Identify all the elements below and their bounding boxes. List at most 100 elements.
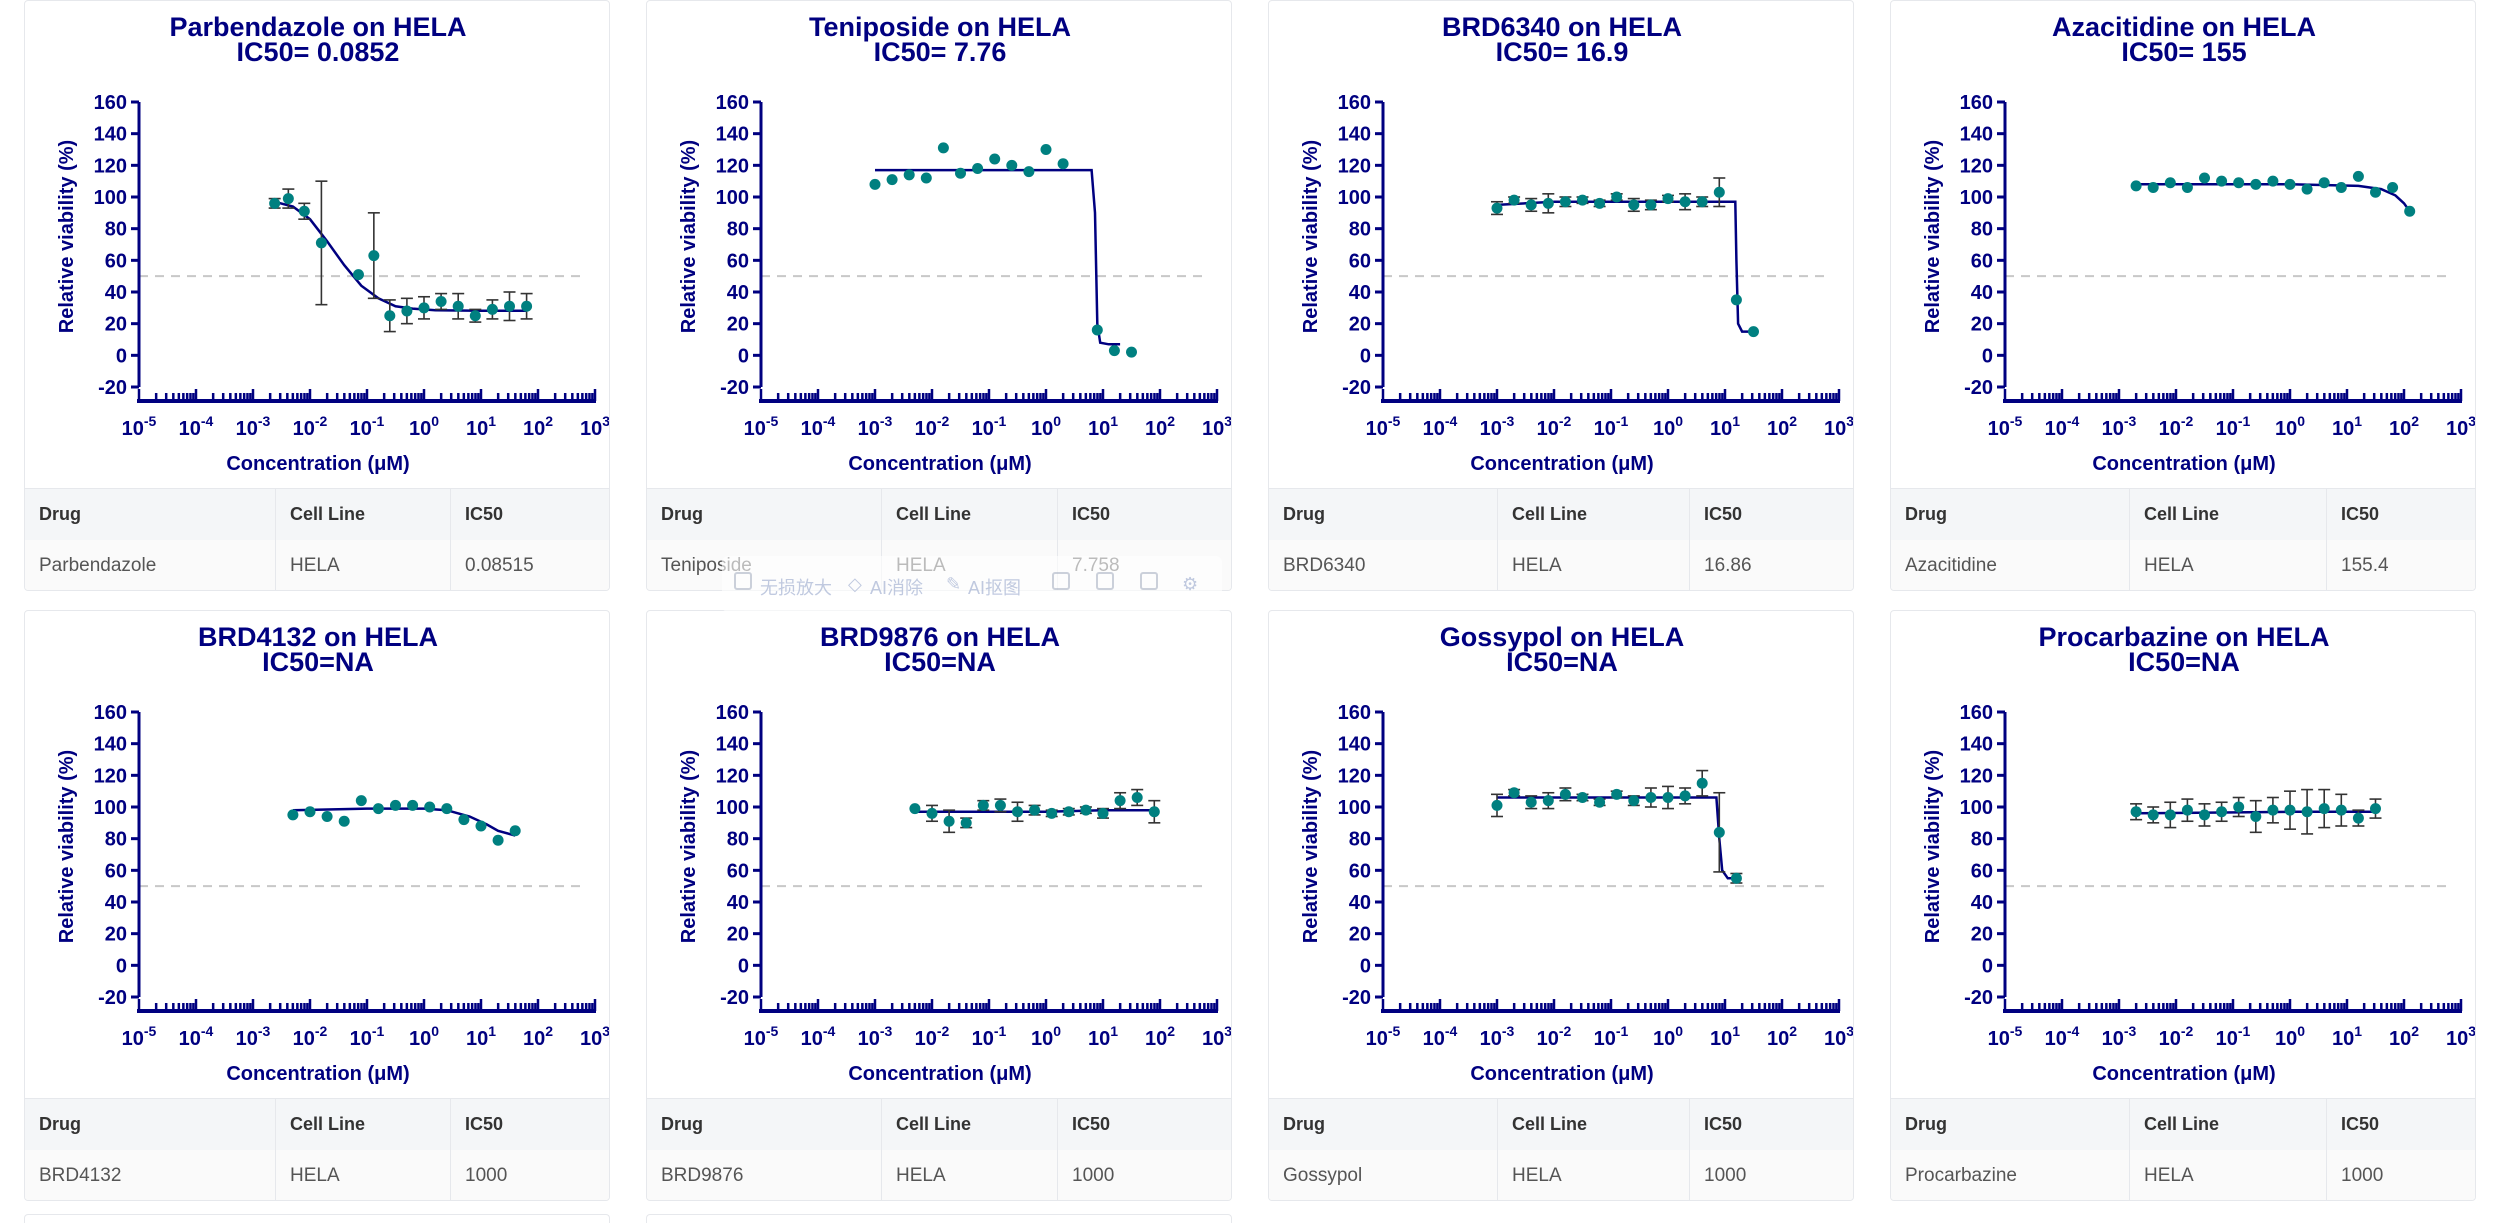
- data-point[interactable]: [1057, 158, 1069, 170]
- data-point[interactable]: [1508, 194, 1520, 206]
- data-point[interactable]: [338, 815, 350, 827]
- data-point[interactable]: [1097, 807, 1109, 819]
- data-point[interactable]: [1012, 806, 1023, 818]
- data-point[interactable]: [282, 193, 294, 205]
- image-icon[interactable]: [734, 572, 752, 590]
- data-point[interactable]: [372, 803, 384, 815]
- data-point[interactable]: [475, 820, 487, 832]
- data-point[interactable]: [2181, 804, 2193, 816]
- data-point[interactable]: [1491, 799, 1503, 811]
- data-point[interactable]: [1525, 796, 1537, 808]
- data-point[interactable]: [2352, 812, 2364, 824]
- data-point[interactable]: [1108, 345, 1120, 357]
- data-point[interactable]: [1148, 806, 1160, 818]
- download-icon[interactable]: [1140, 572, 1158, 590]
- data-point[interactable]: [1046, 807, 1058, 819]
- data-point[interactable]: [304, 806, 316, 818]
- data-point[interactable]: [937, 142, 949, 154]
- data-point[interactable]: [401, 305, 413, 317]
- data-point[interactable]: [1713, 826, 1725, 838]
- data-point[interactable]: [926, 807, 938, 819]
- data-point[interactable]: [1508, 787, 1520, 799]
- data-point[interactable]: [1542, 795, 1554, 807]
- data-point[interactable]: [2267, 804, 2279, 816]
- data-point[interactable]: [2352, 170, 2364, 182]
- data-point[interactable]: [2199, 809, 2210, 821]
- data-point[interactable]: [1080, 804, 1092, 816]
- data-point[interactable]: [352, 269, 364, 281]
- data-point[interactable]: [509, 825, 521, 837]
- data-point[interactable]: [955, 167, 966, 179]
- data-point[interactable]: [2318, 177, 2330, 189]
- data-point[interactable]: [1662, 792, 1674, 803]
- data-point[interactable]: [903, 169, 915, 181]
- data-point[interactable]: [960, 817, 972, 829]
- ai-cutout-button[interactable]: AI抠图: [968, 578, 1022, 598]
- data-point[interactable]: [2164, 809, 2176, 821]
- data-point[interactable]: [1696, 196, 1708, 208]
- data-point[interactable]: [920, 172, 932, 184]
- data-point[interactable]: [407, 799, 419, 811]
- data-point[interactable]: [994, 799, 1006, 811]
- data-point[interactable]: [469, 310, 481, 322]
- data-point[interactable]: [2164, 177, 2176, 189]
- data-point[interactable]: [368, 250, 380, 262]
- data-point[interactable]: [2233, 177, 2245, 189]
- ai-erase-button[interactable]: AI消除: [870, 578, 924, 598]
- data-point[interactable]: [2130, 180, 2142, 192]
- data-point[interactable]: [2284, 178, 2296, 190]
- data-point[interactable]: [2233, 801, 2245, 813]
- data-point[interactable]: [424, 801, 436, 813]
- data-point[interactable]: [1594, 796, 1606, 808]
- data-point[interactable]: [2335, 182, 2347, 193]
- data-point[interactable]: [1063, 806, 1075, 818]
- data-point[interactable]: [2284, 804, 2296, 816]
- data-point[interactable]: [989, 153, 1001, 165]
- data-point[interactable]: [2318, 803, 2330, 815]
- data-point[interactable]: [1029, 804, 1041, 816]
- data-point[interactable]: [1662, 193, 1674, 205]
- data-point[interactable]: [418, 302, 430, 314]
- data-point[interactable]: [972, 163, 984, 174]
- data-point[interactable]: [1730, 294, 1742, 306]
- data-point[interactable]: [441, 803, 453, 815]
- data-point[interactable]: [909, 803, 921, 815]
- data-point[interactable]: [1525, 199, 1537, 211]
- data-point[interactable]: [486, 303, 498, 315]
- data-point[interactable]: [2387, 182, 2399, 193]
- data-point[interactable]: [2370, 803, 2381, 815]
- data-point[interactable]: [492, 834, 504, 846]
- data-point[interactable]: [943, 815, 955, 827]
- data-point[interactable]: [2199, 172, 2210, 184]
- data-point[interactable]: [1491, 202, 1503, 214]
- data-point[interactable]: [1628, 795, 1640, 807]
- data-point[interactable]: [1645, 199, 1657, 211]
- data-point[interactable]: [1559, 788, 1571, 800]
- data-point[interactable]: [1023, 166, 1035, 178]
- data-point[interactable]: [2181, 182, 2193, 193]
- data-point[interactable]: [521, 300, 533, 312]
- data-point[interactable]: [2335, 804, 2347, 816]
- data-point[interactable]: [504, 300, 515, 312]
- data-point[interactable]: [2370, 186, 2381, 198]
- data-point[interactable]: [452, 300, 464, 312]
- data-point[interactable]: [269, 197, 281, 209]
- data-point[interactable]: [2301, 183, 2313, 195]
- data-point[interactable]: [869, 178, 881, 190]
- data-point[interactable]: [2147, 182, 2159, 193]
- data-point[interactable]: [1611, 191, 1623, 203]
- data-point[interactable]: [886, 174, 898, 186]
- data-point[interactable]: [1679, 196, 1691, 208]
- data-point[interactable]: [1628, 199, 1640, 211]
- data-point[interactable]: [1713, 186, 1725, 198]
- data-point[interactable]: [298, 205, 310, 217]
- data-point[interactable]: [2216, 806, 2228, 818]
- lossless-zoom-button[interactable]: 无损放大: [760, 578, 832, 598]
- data-point[interactable]: [1126, 346, 1137, 358]
- data-point[interactable]: [1091, 324, 1103, 336]
- settings-icon[interactable]: ⚙: [1182, 574, 1199, 594]
- data-point[interactable]: [2267, 175, 2279, 187]
- data-point[interactable]: [1542, 197, 1554, 209]
- data-point[interactable]: [1611, 788, 1623, 800]
- crop-icon[interactable]: [1096, 572, 1114, 590]
